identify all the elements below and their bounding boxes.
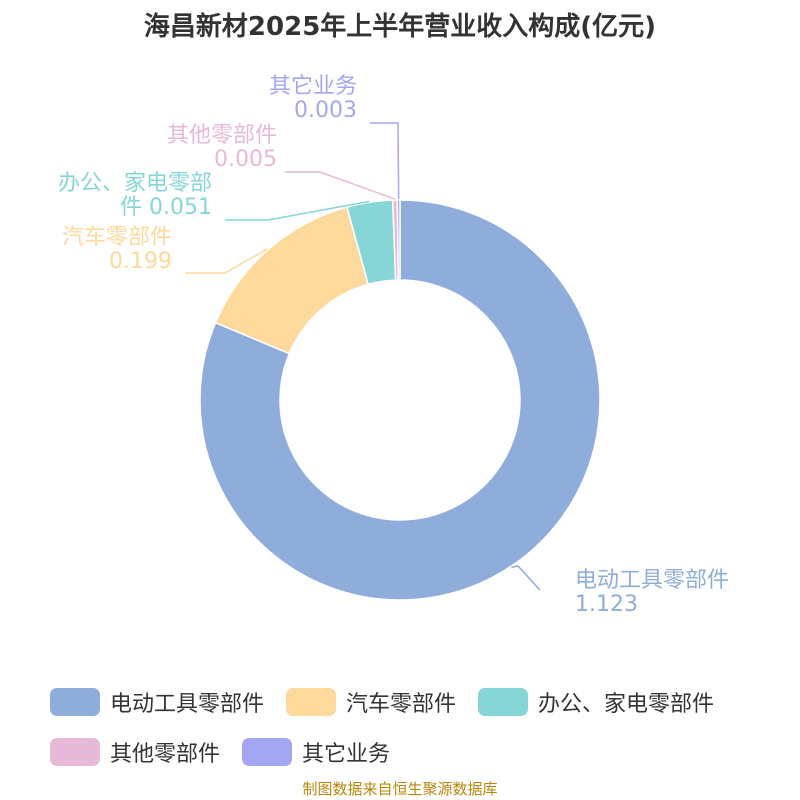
callout-label-5-line-1: 其它业务 [269,74,357,99]
callout-line-3 [225,200,370,221]
donut-slice-1[interactable] [199,199,601,601]
callout-label-4-line-2: 0.005 [214,147,277,172]
callout-label-2-line-1: 汽车零部件 [62,225,172,250]
callout-line-5 [370,122,400,200]
callout-line-2 [185,248,268,274]
callout-label-1-line-1: 电动工具零部件 [575,568,729,593]
legend-label: 其他零部件 [110,742,221,767]
callout-line-1 [511,565,541,591]
legend-item-4[interactable]: 其他零部件 [50,736,220,768]
chart-legend: 电动工具零部件 汽车零部件 办公、家电零部件其他零部件 其它业务 [50,686,770,768]
callout-label-4-line-1: 其他零部件 [167,123,277,148]
callout-line-4 [285,171,396,200]
chart-title: 海昌新材2025年上半年营业收入构成(亿元) [143,12,657,42]
callout-label-3-line-1: 办公、家电零部 [58,171,212,196]
callout-label-2-line-2: 0.199 [109,249,172,274]
legend-label: 其它业务 [302,742,391,767]
legend-label: 办公、家电零部件 [538,692,715,717]
legend-swatch [478,688,529,716]
callout-label-3-line-2: 件 0.051 [120,195,212,220]
legend-item-2[interactable]: 汽车零部件 [286,686,456,718]
legend-label: 电动工具零部件 [110,692,265,717]
legend-swatch [242,738,293,766]
callout-label-1-line-2: 1.123 [575,592,638,617]
data-source-footer: 制图数据来自恒生聚源数据库 [302,780,498,798]
legend-swatch [286,688,337,716]
legend-label: 汽车零部件 [346,692,457,717]
legend-item-3[interactable]: 办公、家电零部件 [478,686,714,718]
legend-swatch [50,688,100,716]
legend-item-5[interactable]: 其它业务 [242,736,390,768]
donut-slice-5[interactable] [396,199,401,281]
callout-label-5-line-2: 0.003 [294,98,357,123]
legend-item-1[interactable]: 电动工具零部件 [50,686,264,718]
donut-slice-2[interactable] [214,206,370,355]
legend-swatch [50,738,100,766]
